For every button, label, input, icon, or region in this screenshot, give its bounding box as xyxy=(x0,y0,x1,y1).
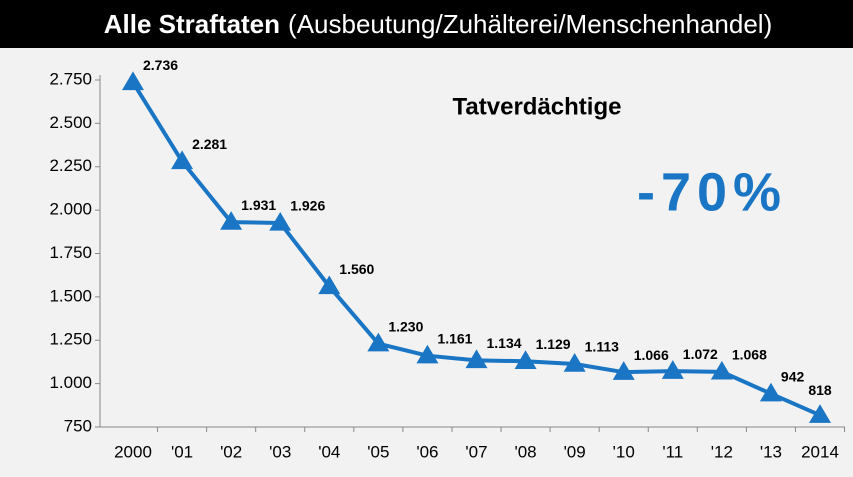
x-tick-label: '12 xyxy=(711,442,733,461)
x-tick-label: '10 xyxy=(613,442,635,461)
marker xyxy=(612,361,635,380)
value-label: 1.560 xyxy=(339,261,374,277)
marker xyxy=(318,275,341,295)
x-tick-label: '09 xyxy=(564,442,586,461)
title-bar xyxy=(0,0,853,48)
value-label: 818 xyxy=(808,382,832,398)
marker xyxy=(563,353,586,372)
y-tick-label: 2.000 xyxy=(49,200,92,219)
marker xyxy=(269,211,292,231)
value-label: 1.129 xyxy=(536,336,571,352)
y-tick-label: 2.750 xyxy=(49,69,92,88)
value-label: 1.134 xyxy=(487,335,522,351)
x-tick-label: '11 xyxy=(662,442,683,461)
subtitle: (Ausbeutung/Zuhälterei/Menschenhandel) xyxy=(288,9,772,39)
value-label: 1.068 xyxy=(732,347,767,363)
x-tick-label: '07 xyxy=(465,442,487,461)
title: Alle Straftaten (Ausbeutung/Zuhälterei/Me… xyxy=(104,9,772,39)
marker xyxy=(465,349,488,369)
x-tick-label: '04 xyxy=(318,442,340,461)
marker xyxy=(171,150,194,170)
marker xyxy=(661,360,684,379)
y-tick-label: 750 xyxy=(64,416,92,435)
x-tick-label: '08 xyxy=(514,442,536,461)
value-label: 1.926 xyxy=(290,198,325,214)
annotation-change: -70% xyxy=(637,162,787,222)
y-tick-label: 1.500 xyxy=(49,286,92,305)
x-tick-label: 2014 xyxy=(801,442,839,461)
marker xyxy=(759,382,782,402)
value-label: 942 xyxy=(781,368,805,384)
y-tick-label: 1.750 xyxy=(49,243,92,262)
marker xyxy=(122,71,144,91)
title-main: Alle Straftaten xyxy=(104,9,280,39)
value-label: 2.281 xyxy=(192,136,227,152)
x-tick-label: 2000 xyxy=(114,442,152,461)
x-tick-label: '05 xyxy=(367,442,389,461)
value-label: 1.161 xyxy=(437,330,472,346)
marker xyxy=(710,360,733,380)
marker xyxy=(416,344,439,364)
x-tick-label: '13 xyxy=(760,442,782,461)
marker xyxy=(514,350,537,369)
y-tick-label: 1.250 xyxy=(49,330,92,349)
marker xyxy=(220,211,243,230)
value-label: 2.736 xyxy=(143,57,178,73)
x-tick-label: '03 xyxy=(269,442,291,461)
value-label: 1.066 xyxy=(634,347,669,363)
x-tick-label: '06 xyxy=(416,442,438,461)
y-tick-label: 2.250 xyxy=(49,156,92,175)
marker xyxy=(367,332,390,352)
value-label: 1.931 xyxy=(241,197,276,213)
value-label: 1.230 xyxy=(388,318,423,334)
y-tick-label: 1.000 xyxy=(49,373,92,392)
x-tick-label: '02 xyxy=(220,442,242,461)
marker xyxy=(809,404,831,423)
y-tick-label: 2.500 xyxy=(49,113,92,132)
x-tick-label: '01 xyxy=(171,442,193,461)
value-label: 1.072 xyxy=(683,346,718,362)
annotation: Tatverdächtige xyxy=(453,93,622,120)
value-label: 1.113 xyxy=(585,339,619,355)
